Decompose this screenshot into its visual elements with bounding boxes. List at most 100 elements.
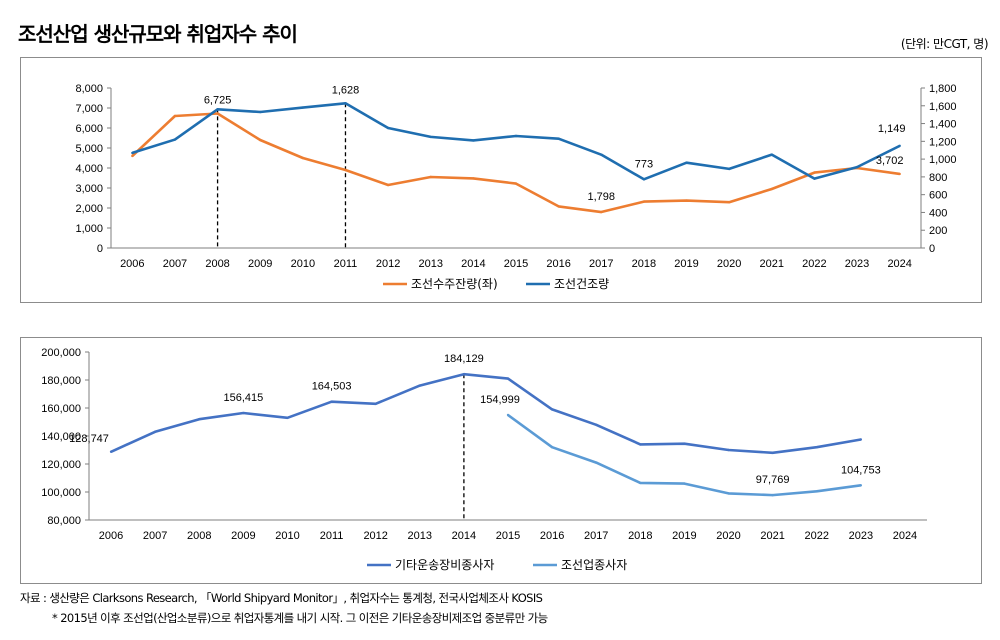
x-tick-label: 2024	[893, 530, 917, 542]
data-point-1	[472, 177, 475, 180]
x-tick-label: 2010	[275, 530, 299, 542]
data-label: 156,415	[223, 392, 263, 404]
data-point-2	[472, 139, 475, 142]
x-tick-label: 2023	[845, 258, 869, 270]
x-tick-label: 2017	[584, 530, 608, 542]
x-tick-label: 2012	[363, 530, 387, 542]
x-tick-label: 2020	[716, 530, 740, 542]
data-point-1	[429, 175, 432, 179]
y-tick-label: 5,000	[75, 143, 103, 155]
x-tick-label: 2009	[231, 530, 255, 542]
data-point-1	[557, 205, 560, 208]
x-tick-label: 2023	[849, 530, 873, 542]
data-label: 1,149	[878, 123, 906, 135]
y-tick-label: 6,000	[75, 123, 103, 135]
data-point-1	[259, 138, 262, 142]
data-point-2	[386, 126, 390, 130]
y-tick-label: 180,000	[41, 375, 81, 387]
data-point-2	[855, 165, 859, 169]
y2-tick-label: 1,800	[929, 83, 957, 95]
x-tick-label: 2006	[99, 530, 123, 542]
x-tick-label: 2016	[540, 530, 564, 542]
data-point-2	[595, 461, 598, 464]
data-point-2	[173, 138, 177, 141]
x-tick-label: 2018	[632, 258, 656, 270]
data-point-2	[557, 137, 560, 140]
data-label: 1,628	[332, 84, 360, 96]
x-tick-label: 2012	[376, 258, 400, 270]
x-tick-label: 2009	[248, 258, 272, 270]
data-point-2	[859, 484, 863, 487]
x-tick-label: 2011	[334, 258, 358, 270]
data-point-1	[595, 423, 598, 426]
data-label: 164,503	[312, 381, 352, 393]
data-point-2	[639, 481, 642, 485]
data-point-2	[600, 153, 603, 156]
chart-panel-employment: 80,000 100,000 120,000 140,000 160,000 180,00…	[20, 337, 982, 584]
employment-chart: 80,000 100,000 120,000 140,000 160,000 180,00…	[41, 347, 927, 572]
footnote: * 2015년 이후 조선업(산업소분류)으로 취업자통계를 내기 시작. 그 …	[52, 611, 548, 625]
data-label: 6,725	[204, 95, 232, 107]
y-tick-label: 7,000	[75, 103, 103, 115]
x-tick-label: 2015	[504, 258, 528, 270]
data-point-1	[600, 210, 603, 214]
y2-tick-label: 600	[929, 190, 947, 202]
x-tick-label: 2006	[120, 258, 144, 270]
data-point-2	[815, 490, 818, 493]
data-point-2	[550, 446, 554, 449]
x-tick-label: 2010	[291, 258, 315, 270]
data-label: 184,129	[444, 353, 484, 365]
data-label: 97,769	[756, 474, 790, 486]
data-point-1	[418, 384, 421, 387]
data-point-1	[216, 112, 219, 115]
data-point-1	[330, 400, 333, 403]
y-tick-label: 2,000	[75, 203, 103, 215]
data-point-2	[898, 144, 901, 148]
x-tick-label: 2014	[461, 258, 485, 270]
data-point-1	[815, 446, 818, 449]
data-point-2	[514, 134, 518, 138]
x-tick-label: 2024	[887, 258, 911, 270]
y-tick-label: 100,000	[41, 487, 81, 499]
data-point-2	[770, 153, 773, 156]
y-tick-label: 120,000	[41, 459, 81, 471]
x-tick-label: 2019	[674, 258, 698, 270]
data-point-2	[683, 482, 686, 485]
data-point-2	[727, 492, 730, 495]
x-tick-label: 2018	[628, 530, 652, 542]
x-tick-label: 2017	[589, 258, 613, 270]
y2-tick-label: 1,200	[929, 136, 957, 148]
data-point-2	[685, 161, 688, 164]
data-point-1	[770, 187, 773, 191]
data-point-2	[771, 493, 774, 497]
x-tick-label: 2021	[760, 530, 784, 542]
y-tick-label: 160,000	[41, 403, 81, 415]
data-label: 128,747	[69, 433, 109, 445]
data-point-1	[374, 402, 377, 405]
x-tick-label: 2020	[717, 258, 741, 270]
data-label: 1,798	[587, 191, 615, 203]
production-chart: 0 1,000 2,000 3,000 4,000 5,000 6,000 7,000 8,00…	[75, 83, 957, 291]
data-point-1	[514, 182, 518, 185]
data-point-2	[131, 151, 134, 155]
x-tick-label: 2022	[802, 258, 826, 270]
data-point-1	[727, 448, 730, 452]
x-tick-label: 2019	[672, 530, 696, 542]
x-tick-label: 2008	[205, 258, 229, 270]
legend-label-1: 기타운송장비종사자	[395, 558, 494, 572]
data-point-2	[301, 106, 305, 109]
legend-label-2: 조선건조량	[554, 277, 609, 291]
data-point-1	[859, 438, 863, 441]
x-tick-label: 2008	[187, 530, 211, 542]
data-point-1	[898, 172, 901, 176]
data-label: 154,999	[480, 394, 520, 406]
data-point-2	[344, 102, 347, 105]
data-point-2	[506, 413, 510, 417]
y2-tick-label: 0	[929, 243, 935, 255]
y2-tick-label: 800	[929, 172, 947, 184]
data-point-1	[462, 373, 466, 376]
data-label: 3,702	[876, 155, 904, 167]
data-point-1	[771, 451, 774, 454]
data-point-1	[242, 411, 245, 415]
data-point-1	[301, 156, 305, 160]
